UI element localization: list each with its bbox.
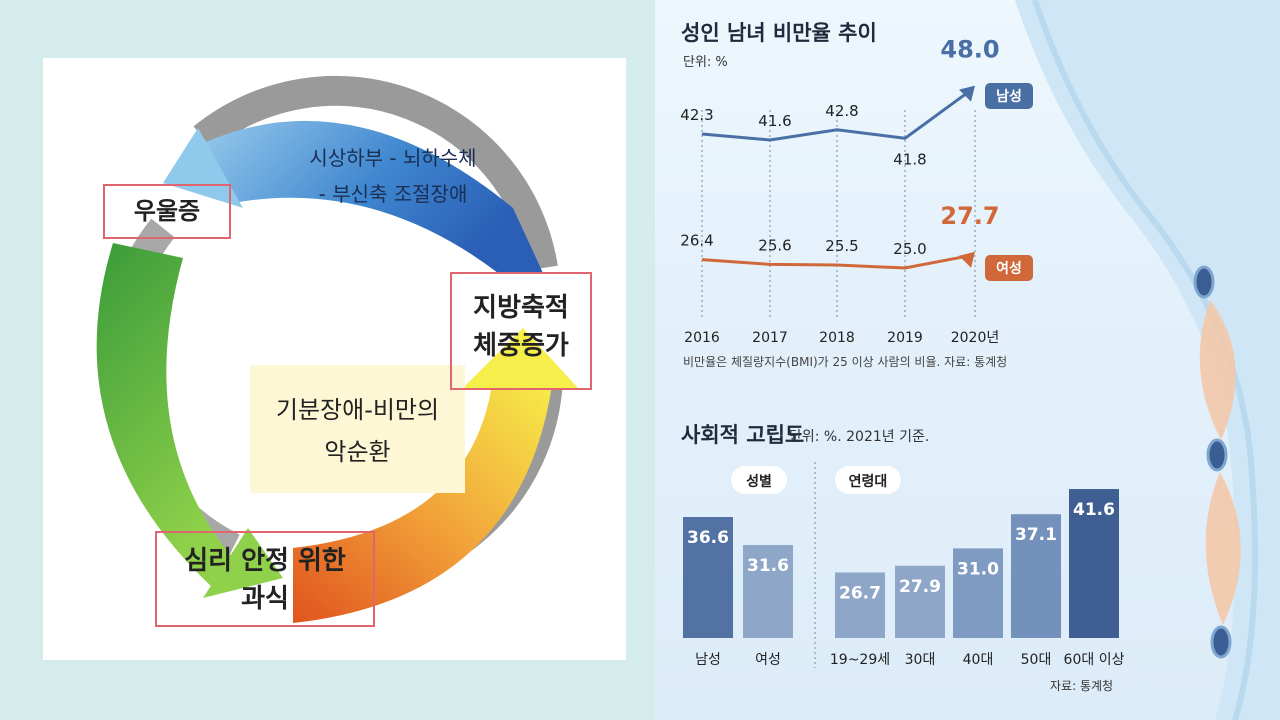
top-arrow-label-line1: 시상하부 - 뇌하수체 <box>309 146 477 170</box>
cell-shape <box>1205 472 1241 625</box>
x-category-label: 50대 <box>1021 652 1052 668</box>
bar-chart-unit: 단위: %. 2021년 기준. <box>789 429 929 445</box>
decor-curve <box>1015 0 1280 720</box>
overeating-node: 심리 안정 위한 과식 <box>155 531 375 627</box>
bar-value-label: 31.0 <box>957 559 999 579</box>
shadow-arc-top <box>193 75 558 271</box>
vicious-cycle-diagram: 기분장애-비만의 악순환 시상하부 - 뇌하수체 - 부신축 조절장애 우울증 … <box>43 58 626 660</box>
group-label: 성별 <box>746 473 772 490</box>
green-arrowhead <box>203 528 283 598</box>
bar-value-label: 27.9 <box>899 577 941 597</box>
line-chart-title: 성인 남녀 비만율 추이 <box>681 21 877 45</box>
line-chart-unit: 단위: % <box>683 55 728 70</box>
line-chart: 2016 2017 2018 2019 2020년 42.3 41.6 42.8 41.8 48.… <box>680 36 1033 346</box>
left-panel: 기분장애-비만의 악순환 시상하부 - 뇌하수체 - 부신축 조절장애 우울증 … <box>43 58 626 660</box>
data-label: 42.3 <box>680 106 713 124</box>
fat-label-line2: 체중증가 <box>473 331 569 361</box>
group-pill <box>731 466 787 494</box>
legend-tag-female <box>985 255 1033 281</box>
fat-label-line1: 지방축적 <box>473 293 569 323</box>
data-label: 26.4 <box>680 232 713 250</box>
x-category-label: 30대 <box>905 652 936 668</box>
legend-tag-male <box>985 83 1033 109</box>
bar-value-label: 37.1 <box>1015 525 1057 545</box>
orange-arrowhead <box>463 328 578 388</box>
orange-arrow <box>293 378 553 623</box>
overeating-label-line1: 심리 안정 위한 <box>184 546 346 576</box>
infographic-panel: 성인 남녀 비만율 추이 단위: % 2016 2017 2018 2019 2020년… <box>655 0 1280 720</box>
cell-shape <box>1199 300 1236 440</box>
x-tick-label: 2019 <box>887 330 923 346</box>
data-label: 48.0 <box>940 36 999 64</box>
group-pill <box>835 466 901 494</box>
x-tick-label: 2018 <box>819 330 855 346</box>
green-arrow <box>96 243 233 588</box>
depression-label: 우울증 <box>133 197 201 225</box>
blue-arrowhead <box>163 128 243 208</box>
x-tick-label: 2016 <box>684 330 720 346</box>
data-label: 25.5 <box>825 237 858 255</box>
bar-value-label: 36.6 <box>687 528 729 548</box>
data-label: 25.6 <box>758 236 791 254</box>
center-box: 기분장애-비만의 악순환 <box>250 365 465 493</box>
x-category-label: 60대 이상 <box>1064 652 1125 668</box>
x-tick-label: 2020년 <box>951 330 1000 346</box>
bar <box>683 517 733 638</box>
fat-weight-node: 지방축적 체중증가 <box>450 272 592 390</box>
bar-chart-title: 사회적 고립도 <box>681 423 804 447</box>
bar <box>1011 514 1061 638</box>
bar-chart: 성별 36.6 남성 31.6 여성 연령대 26.7 19~29세 27.9 30대 31.0 40… <box>683 462 1125 668</box>
x-category-label: 40대 <box>963 652 994 668</box>
bar <box>895 565 945 638</box>
series-line-female <box>701 254 970 270</box>
cycle-arrows <box>96 75 578 623</box>
top-arrow-label-line2: - 부신축 조절장애 <box>318 182 468 206</box>
data-label: 41.6 <box>758 112 791 130</box>
overeating-label-line2: 과식 <box>241 584 289 614</box>
x-tick-label: 2017 <box>752 330 788 346</box>
series-line-male <box>701 90 970 142</box>
bar <box>953 548 1003 638</box>
cell-node-icon <box>1206 438 1228 472</box>
data-label: 25.0 <box>893 240 926 258</box>
bar-value-label: 26.7 <box>839 583 881 603</box>
arrowhead-icon <box>959 251 975 268</box>
cell-node-icon <box>1193 265 1215 299</box>
bar <box>835 572 885 638</box>
bar-value-label: 41.6 <box>1073 500 1115 520</box>
x-category-label: 여성 <box>755 652 781 668</box>
blue-arrow <box>183 120 543 273</box>
x-category-label: 남성 <box>695 652 721 668</box>
bar <box>1069 489 1119 638</box>
bar-chart-source: 자료: 통계청 <box>1050 679 1113 693</box>
line-chart-footnote: 비만율은 체질량지수(BMI)가 25 이상 사람의 비율. 자료: 통계청 <box>683 355 1007 369</box>
center-title-line2: 악순환 <box>324 438 391 466</box>
x-category-label: 19~29세 <box>830 652 890 668</box>
bar <box>743 545 793 638</box>
data-label: 27.7 <box>940 202 999 230</box>
infographic-svg: 성인 남녀 비만율 추이 단위: % 2016 2017 2018 2019 2020년… <box>680 0 1280 720</box>
data-label: 41.8 <box>893 150 926 168</box>
legend-label: 남성 <box>996 88 1022 105</box>
arrowhead-icon <box>959 85 975 102</box>
depression-node: 우울증 <box>103 184 231 239</box>
legend-label: 여성 <box>996 260 1022 277</box>
group-label: 연령대 <box>849 474 888 490</box>
bar-value-label: 31.6 <box>747 556 789 576</box>
data-label: 42.8 <box>825 102 858 120</box>
center-title-line1: 기분장애-비만의 <box>275 396 440 424</box>
cell-node-icon <box>1210 625 1232 659</box>
